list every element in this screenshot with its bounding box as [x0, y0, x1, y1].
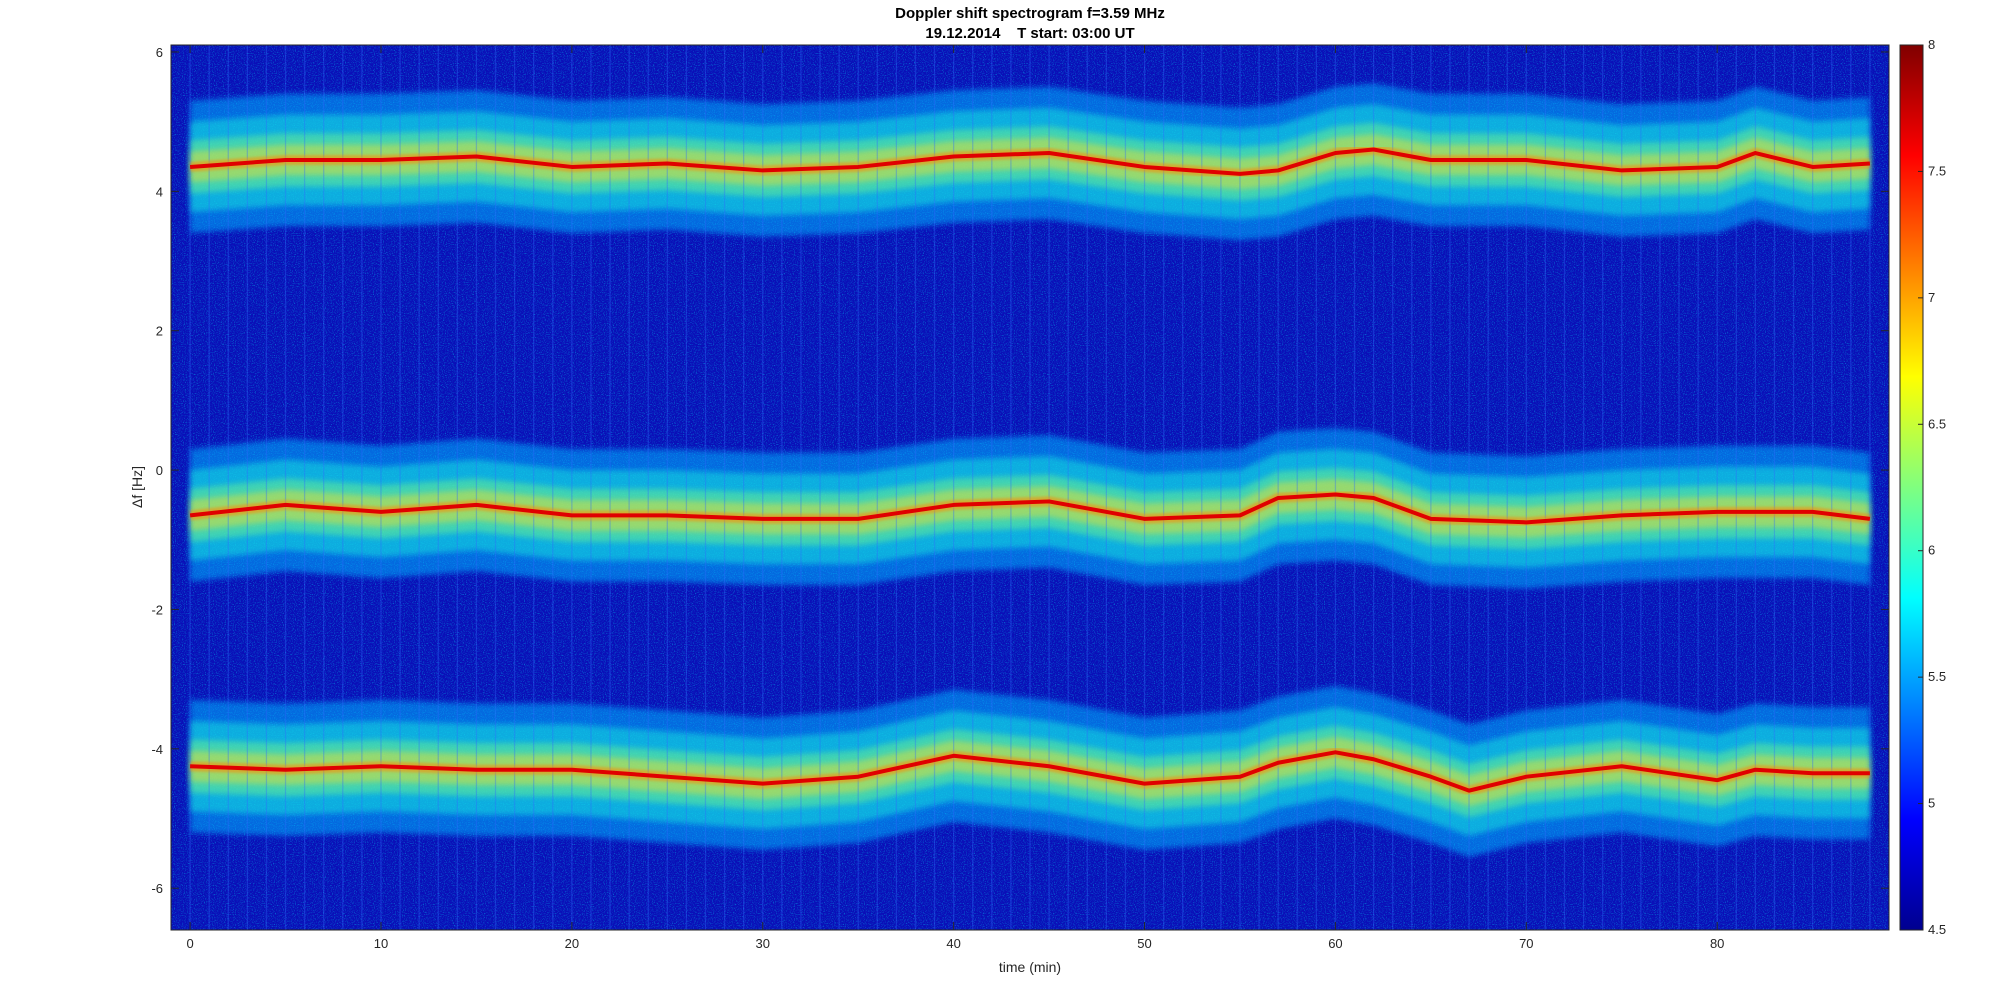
y-tick-label: 0: [156, 463, 163, 478]
colorbar-ticks: 8 7.5 7 6.5 6 5.5 5 4.5: [1918, 37, 1946, 937]
trace-line-0: [189, 147, 1871, 176]
colorbar-tick-label: 7.5: [1928, 163, 1946, 178]
colorbar: 8 7.5 7 6.5 6 5.5 5 4.5: [1899, 37, 1946, 937]
y-tick-label: -6: [151, 881, 163, 896]
x-tick-label: 20: [565, 936, 579, 951]
colorbar-tick-label: 7: [1928, 290, 1935, 305]
y-tick-label: 4: [156, 184, 163, 199]
y-tick-label: 2: [156, 324, 163, 339]
y-tick-label: 6: [156, 45, 163, 60]
colorbar-tick-label: 6: [1928, 543, 1935, 558]
x-tick-label: 70: [1519, 936, 1533, 951]
y-axis: 6 4 2 0 -2 -4 -6: [151, 45, 1889, 896]
x-axis-label: time (min): [999, 959, 1061, 975]
colorbar-tick-label: 8: [1928, 37, 1935, 52]
signal-band-0-3: [190, 134, 1870, 190]
x-tick-label: 60: [1328, 936, 1342, 951]
y-tick-label: -2: [151, 602, 163, 617]
x-tick-label: 30: [756, 936, 770, 951]
plot-area: [171, 45, 1889, 930]
y-tick-label: -4: [151, 742, 163, 757]
trace-line-1: [189, 492, 1871, 525]
trace-line-2: [190, 750, 1870, 793]
colorbar-tick-label: 6.5: [1928, 416, 1946, 431]
x-tick-label: 0: [186, 936, 193, 951]
x-tick-label: 50: [1137, 936, 1151, 951]
colorbar-gradient: [1899, 44, 1924, 931]
colorbar-tick-label: 5: [1928, 796, 1935, 811]
plot-frame: [170, 44, 1890, 931]
chart-title: Doppler shift spectrogram f=3.59 MHz: [895, 5, 1165, 22]
chart-subtitle: 19.12.2014 T start: 03:00 UT: [925, 25, 1134, 42]
colorbar-tick-label: 5.5: [1928, 669, 1946, 684]
signal-traces: [189, 144, 1871, 796]
x-axis: 0 10 20 30 40 50 60 70 80: [186, 45, 1724, 951]
x-tick-label: 40: [946, 936, 960, 951]
signal-bands: [190, 83, 1870, 857]
y-axis-label: Δf [Hz]: [129, 466, 145, 508]
colorbar-tick-label: 4.5: [1928, 922, 1946, 937]
x-tick-label: 10: [374, 936, 388, 951]
x-tick-label: 80: [1710, 936, 1724, 951]
